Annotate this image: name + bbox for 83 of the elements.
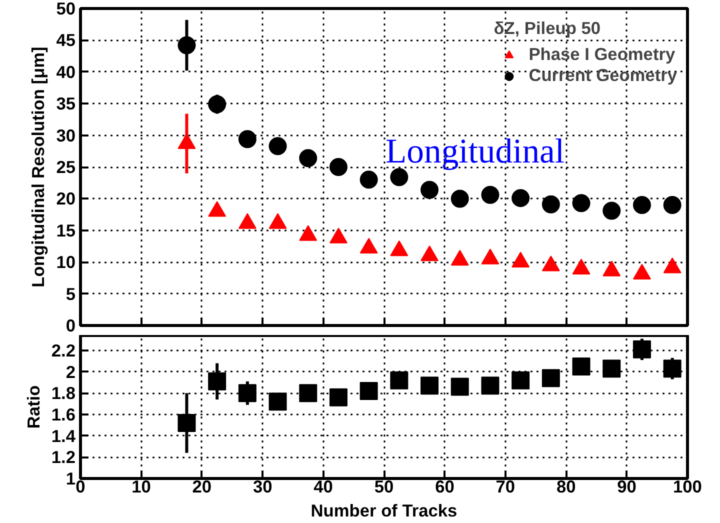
point [481,186,500,204]
point [268,213,287,229]
point [329,388,348,406]
point [238,384,256,402]
point [208,95,226,114]
x-tick-label: 100 [673,476,702,496]
point [390,371,408,390]
y-axis-title: Longitudinal Resolution [μm] [28,46,48,288]
point [299,384,318,402]
point [663,360,682,378]
y-tick-label: 20 [56,188,76,209]
y-tick-label: 1.6 [51,404,76,424]
y-tick-label: 40 [56,62,76,82]
y-tick-label: 25 [56,157,76,177]
point [329,158,348,176]
point [663,196,682,214]
point [572,258,590,274]
point [572,357,590,376]
x-tick-label: 60 [435,476,454,496]
y-tick-label: 15 [56,220,76,240]
y-tick-label: 1 [66,468,76,488]
point [208,372,226,390]
point [360,382,378,400]
x-axis-title: Number of Tracks [310,500,458,520]
y-tick-label: 2 [66,362,76,382]
point [602,202,621,220]
y-tick-label: 1.4 [51,426,76,446]
y-tick-label: 1.8 [51,383,76,404]
point [542,195,560,214]
point [299,225,318,241]
y-tick-label: 5 [66,284,76,304]
y-tick-label: 30 [56,125,76,146]
point [512,371,530,390]
y-tick-label: 35 [56,94,76,114]
x-tick-label: 90 [617,476,636,496]
legend-label: Current Geometry [528,65,677,86]
point [450,190,469,208]
y-tick-label: 45 [56,30,76,50]
point [390,240,408,256]
y-axis-title: Ratio [23,385,44,429]
point [420,180,439,199]
x-tick-label: 80 [556,476,576,496]
point [299,149,318,168]
y-tick-label: 0 [66,316,76,336]
point [602,260,621,276]
point [542,256,560,272]
point [632,340,651,358]
point [208,201,226,217]
point [663,257,682,274]
y-tick-label: 2.2 [51,340,76,360]
point [602,360,621,378]
x-tick-label: 20 [192,476,212,496]
point [632,264,651,280]
point [420,245,439,262]
x-tick-label: 70 [496,476,516,496]
x-tick-label: 10 [132,476,151,496]
legend-title: δZ, Pileup 50 [494,18,602,39]
point [450,378,469,396]
x-tick-label: 30 [252,476,272,496]
point [572,194,590,212]
y-tick-label: 50 [56,0,76,18]
point [360,238,378,254]
point [268,392,287,411]
point [512,252,530,268]
annotation: Longitudinal [386,132,565,170]
x-tick-label: 40 [314,476,333,496]
point [512,189,530,208]
point [450,250,469,266]
x-tick-label: 50 [374,476,394,496]
point [268,137,287,156]
point [178,414,196,432]
y-tick-label: 10 [56,252,76,272]
legend-label: Phase I Geometry [528,44,676,65]
y-tick-label: 1.2 [51,447,76,468]
point [238,130,256,148]
point [481,248,500,264]
point [360,170,378,189]
point [238,213,256,229]
point [481,376,500,395]
point [329,228,348,244]
point [632,196,651,214]
point [420,376,439,395]
point [542,369,560,388]
